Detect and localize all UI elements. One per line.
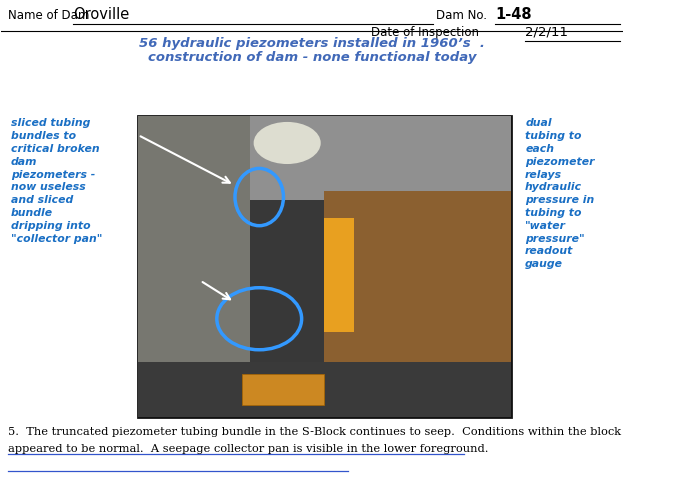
Bar — [325, 218, 354, 332]
Text: 1-48: 1-48 — [496, 7, 532, 22]
Text: 2/2/11: 2/2/11 — [525, 25, 568, 38]
Text: Name of Dam: Name of Dam — [8, 9, 89, 22]
Bar — [242, 374, 325, 405]
Text: Date of Inspection: Date of Inspection — [371, 25, 479, 38]
Bar — [138, 116, 511, 200]
Bar — [138, 362, 511, 417]
Text: Dam No.: Dam No. — [436, 9, 487, 22]
Bar — [250, 200, 325, 362]
Ellipse shape — [253, 122, 321, 164]
Bar — [138, 116, 511, 417]
Bar — [325, 191, 511, 402]
Bar — [138, 116, 250, 362]
Text: construction of dam - none functional today: construction of dam - none functional to… — [148, 51, 476, 64]
Text: dual
tubing to
each
piezometer
relays
hydraulic
pressure in
tubing to
"water
pre: dual tubing to each piezometer relays hy… — [525, 118, 594, 269]
Text: appeared to be normal.  A seepage collector pan is visible in the lower foregrou: appeared to be normal. A seepage collect… — [8, 444, 488, 454]
Text: 56 hydraulic piezometers installed in 1960’s  .: 56 hydraulic piezometers installed in 19… — [139, 37, 485, 50]
Text: sliced tubing
bundles to
critical broken
dam
piezometers -
now useless
and slice: sliced tubing bundles to critical broken… — [10, 118, 102, 243]
Text: 5.  The truncated piezometer tubing bundle in the S-Block continues to seep.  Co: 5. The truncated piezometer tubing bundl… — [8, 427, 621, 437]
Text: Oroville: Oroville — [73, 7, 129, 22]
